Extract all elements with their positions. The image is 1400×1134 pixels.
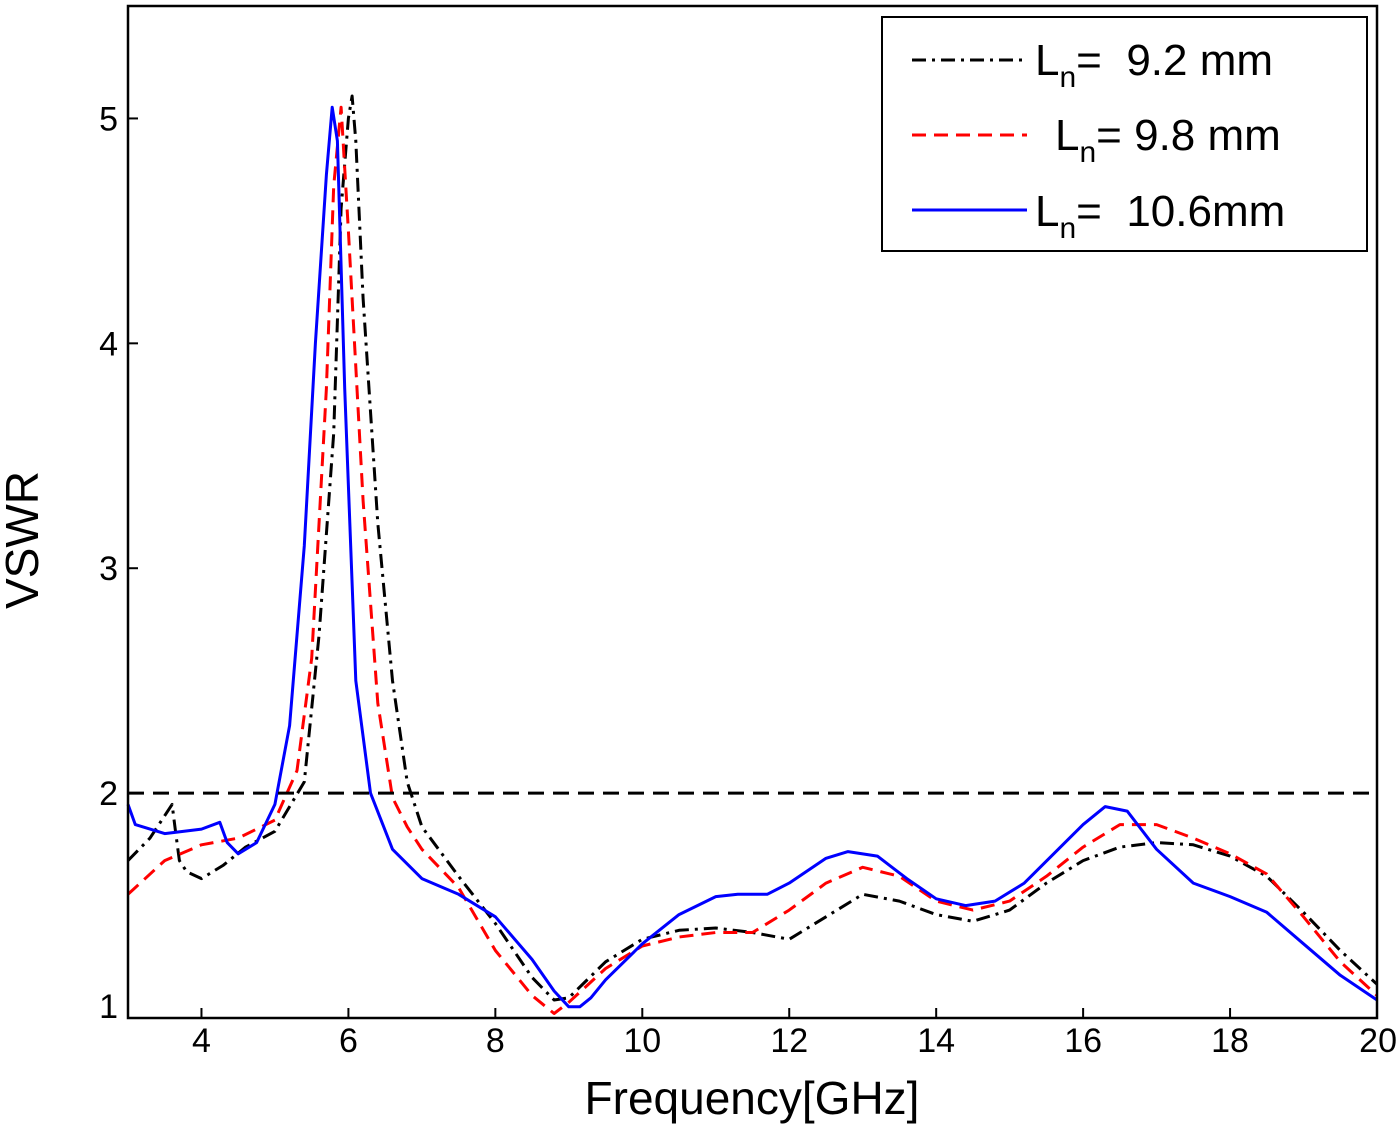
x-tick-label: 10 bbox=[623, 1022, 661, 1060]
y-ticks: 1 2 3 4 5 bbox=[99, 100, 138, 1026]
y-tick-label: 2 bbox=[99, 775, 118, 813]
x-axis-title: Frequency[GHz] bbox=[585, 1072, 920, 1124]
x-tick-label: 18 bbox=[1211, 1022, 1249, 1060]
x-tick-label: 14 bbox=[917, 1022, 955, 1060]
series-line-0 bbox=[126, 94, 1379, 1002]
y-tick-label: 3 bbox=[99, 550, 118, 588]
x-tick-label: 8 bbox=[486, 1022, 505, 1060]
y-tick-label: 4 bbox=[99, 325, 118, 363]
legend-entry-9-2mm: Ln= 9.2 mm bbox=[1035, 36, 1273, 94]
series-line-2 bbox=[126, 105, 1378, 1009]
y-tick-label: 5 bbox=[99, 100, 118, 138]
series-layer bbox=[126, 94, 1379, 1015]
x-tick-label: 20 bbox=[1359, 1022, 1397, 1060]
series-line-1 bbox=[126, 105, 1379, 1015]
y-axis-title: VSWR bbox=[0, 471, 48, 609]
x-tick-label: 12 bbox=[770, 1022, 808, 1060]
y-tick-label: 1 bbox=[99, 988, 118, 1026]
x-tick-label: 4 bbox=[192, 1022, 211, 1060]
plot-frame bbox=[126, 4, 1379, 1020]
x-tick-label: 16 bbox=[1064, 1022, 1102, 1060]
legend-entry-9-8mm: Ln= 9.8 mm bbox=[1055, 111, 1281, 169]
x-tick-label: 6 bbox=[339, 1022, 358, 1060]
legend-entry-10-6mm: Ln= 10.6mm bbox=[1035, 187, 1285, 245]
legend: Ln= 9.2 mm Ln= 9.8 mm Ln= 10.6mm bbox=[881, 16, 1368, 252]
x-ticks: 4 6 8 10 12 14 16 18 20 bbox=[192, 1008, 1397, 1060]
